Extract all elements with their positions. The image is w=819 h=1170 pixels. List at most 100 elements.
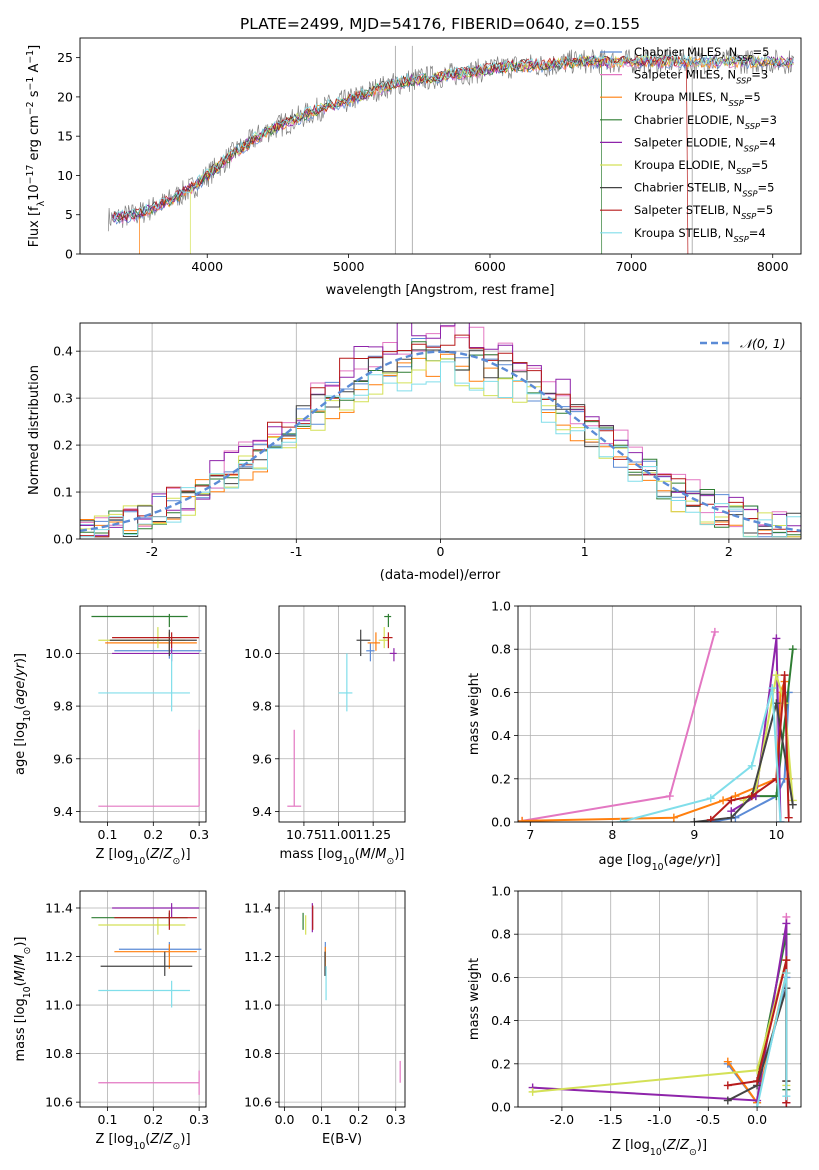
y-tick-label: 10.8 xyxy=(45,1046,73,1061)
x-axis-label: Z [log10(Z/Z⊙)] xyxy=(612,1138,707,1158)
histogram-chabrier-miles xyxy=(80,338,801,538)
x-axis-label-part: ( xyxy=(662,1138,667,1153)
x-tick-label: -0.5 xyxy=(696,1112,720,1127)
x-axis-label-part: mass [log xyxy=(280,847,343,862)
y-tick-label: 0.4 xyxy=(491,1013,511,1028)
legend-label: Chabrier ELODIE, NSSP=3 xyxy=(634,113,777,131)
weight-marker xyxy=(665,792,674,801)
legend-label-part: Salpeter MILES, N xyxy=(634,68,736,82)
y-tick-label: 11.0 xyxy=(45,998,73,1013)
plot-area xyxy=(107,45,795,254)
errorbar-kroupa-stelib xyxy=(98,980,190,1008)
x-axis-label-part: M xyxy=(360,847,371,862)
axes-frame xyxy=(517,890,802,1108)
x-tick-label: 8000 xyxy=(757,259,789,274)
y-axis-label-part: ⊙ xyxy=(22,947,33,955)
y-axis-label-part: λ xyxy=(36,200,47,206)
legend-label: Kroupa STELIB, NSSP=4 xyxy=(634,226,766,244)
x-axis-label-part: E(B-V) xyxy=(322,1132,362,1147)
errorbar-chabrier-stelib xyxy=(356,629,371,657)
y-axis-label-part: M xyxy=(13,970,28,981)
x-axis-label: (data-model)/error xyxy=(380,568,501,583)
legend-label-part: SSP xyxy=(741,211,756,221)
legend-label-part: SSP xyxy=(742,189,757,199)
legend-label-part: =3 xyxy=(751,68,768,82)
x-axis-label-part: ( xyxy=(145,1132,150,1147)
x-tick-label: 10.75 xyxy=(286,827,322,842)
y-tick-label: 15 xyxy=(57,129,73,144)
y-axis-label-part: mass [log xyxy=(13,998,28,1061)
y-tick-label: 9.6 xyxy=(53,751,73,766)
errorbar-chabrier-miles xyxy=(366,642,375,662)
x-axis-label-part: )] xyxy=(697,1138,707,1153)
weight-marker xyxy=(747,761,756,770)
x-tick-label: 0 xyxy=(437,544,445,559)
legend-label-part: SSP xyxy=(729,98,744,108)
x-tick-label: 0.1 xyxy=(312,1112,332,1127)
y-tick-label: 5 xyxy=(65,207,73,222)
mass-weight-vs-metallicity-panel: -2.0 -1.5 -1.0 -0.5 0.0 0.0 0.2 0.4 0.6 0.8 1.0 Z [… xyxy=(467,884,802,1158)
x-axis-label-part: 10 xyxy=(133,1141,145,1152)
weight-marker xyxy=(753,1077,762,1086)
x-tick-label: 9 xyxy=(690,827,698,842)
x-tick-label: 8 xyxy=(608,827,616,842)
weight-marker xyxy=(782,1092,791,1101)
model-line-kroupa-stelib-n-ssp-4 xyxy=(112,54,794,222)
y-axis-label-part: 10 xyxy=(27,184,42,201)
weight-marker xyxy=(616,818,625,822)
weight-marker xyxy=(784,813,793,822)
x-tick-label: 0.0 xyxy=(275,1112,295,1127)
weight-marker xyxy=(788,645,797,654)
x-tick-label: 0.2 xyxy=(143,827,163,842)
x-tick-label: -2 xyxy=(146,544,158,559)
y-axis-label: mass [log10(M/M⊙)] xyxy=(13,937,33,1062)
x-tick-label: 0.2 xyxy=(349,1112,369,1127)
plot-area xyxy=(518,627,797,822)
errorbar-kroupa-miles xyxy=(367,632,381,651)
y-axis-label-part: yr xyxy=(13,661,28,677)
x-tick-label: 0.3 xyxy=(189,827,209,842)
errorbar-salpeter-elodie xyxy=(112,903,200,918)
y-tick-label: 0.1 xyxy=(53,485,73,500)
legend-label-part: SSP xyxy=(737,53,752,63)
y-tick-label: 9.8 xyxy=(252,699,272,714)
legend-label-part: Kroupa STELIB, N xyxy=(634,226,734,240)
errorbar-salpeter-stelib xyxy=(112,632,200,649)
x-axis-label-part: ⊙ xyxy=(387,856,395,867)
x-axis-label-part: )] xyxy=(710,853,720,868)
x-tick-label: 5000 xyxy=(333,259,365,274)
weight-marker xyxy=(788,800,797,809)
x-tick-label: 1 xyxy=(581,544,589,559)
x-axis-label-part: ⊙ xyxy=(689,1147,697,1158)
y-tick-label: 9.4 xyxy=(252,804,272,819)
y-axis-label-part: M xyxy=(13,955,28,966)
y-axis-label-part: −1 xyxy=(25,77,36,91)
y-axis-label: Flux [fλ10−17 erg cm−2 s−1 A−1] xyxy=(25,45,47,247)
x-axis-label-part: M xyxy=(375,847,386,862)
y-tick-label: 0.2 xyxy=(53,438,73,453)
x-axis-label: wavelength [Angstrom, rest frame] xyxy=(326,283,555,298)
weight-marker xyxy=(518,816,527,822)
weight-marker xyxy=(690,818,699,822)
axes-frame xyxy=(79,322,802,540)
x-tick-label: 0.3 xyxy=(189,1112,209,1127)
y-tick-label: 0.0 xyxy=(53,532,73,547)
x-axis-label-part: ⊙ xyxy=(173,1141,181,1152)
y-tick-label: 0.2 xyxy=(491,771,511,786)
plot-area xyxy=(80,323,801,538)
legend-label-part: =5 xyxy=(744,90,761,104)
histogram-salpeter-elodie xyxy=(80,323,801,536)
weight-marker xyxy=(723,1081,732,1090)
y-axis-label-part: / xyxy=(13,676,28,681)
y-tick-label: 1.0 xyxy=(491,599,511,614)
weight-marker xyxy=(710,627,719,636)
y-axis-label-part: ( xyxy=(13,981,28,986)
y-tick-label: 20 xyxy=(57,89,73,104)
weight-marker xyxy=(782,969,791,978)
y-tick-label: 9.8 xyxy=(53,699,73,714)
legend-label-part: Chabrier ELODIE, N xyxy=(634,113,745,127)
weight-marker xyxy=(782,919,791,928)
x-axis-label-part: 10 xyxy=(652,862,664,873)
legend-label-part: =5 xyxy=(757,181,774,195)
